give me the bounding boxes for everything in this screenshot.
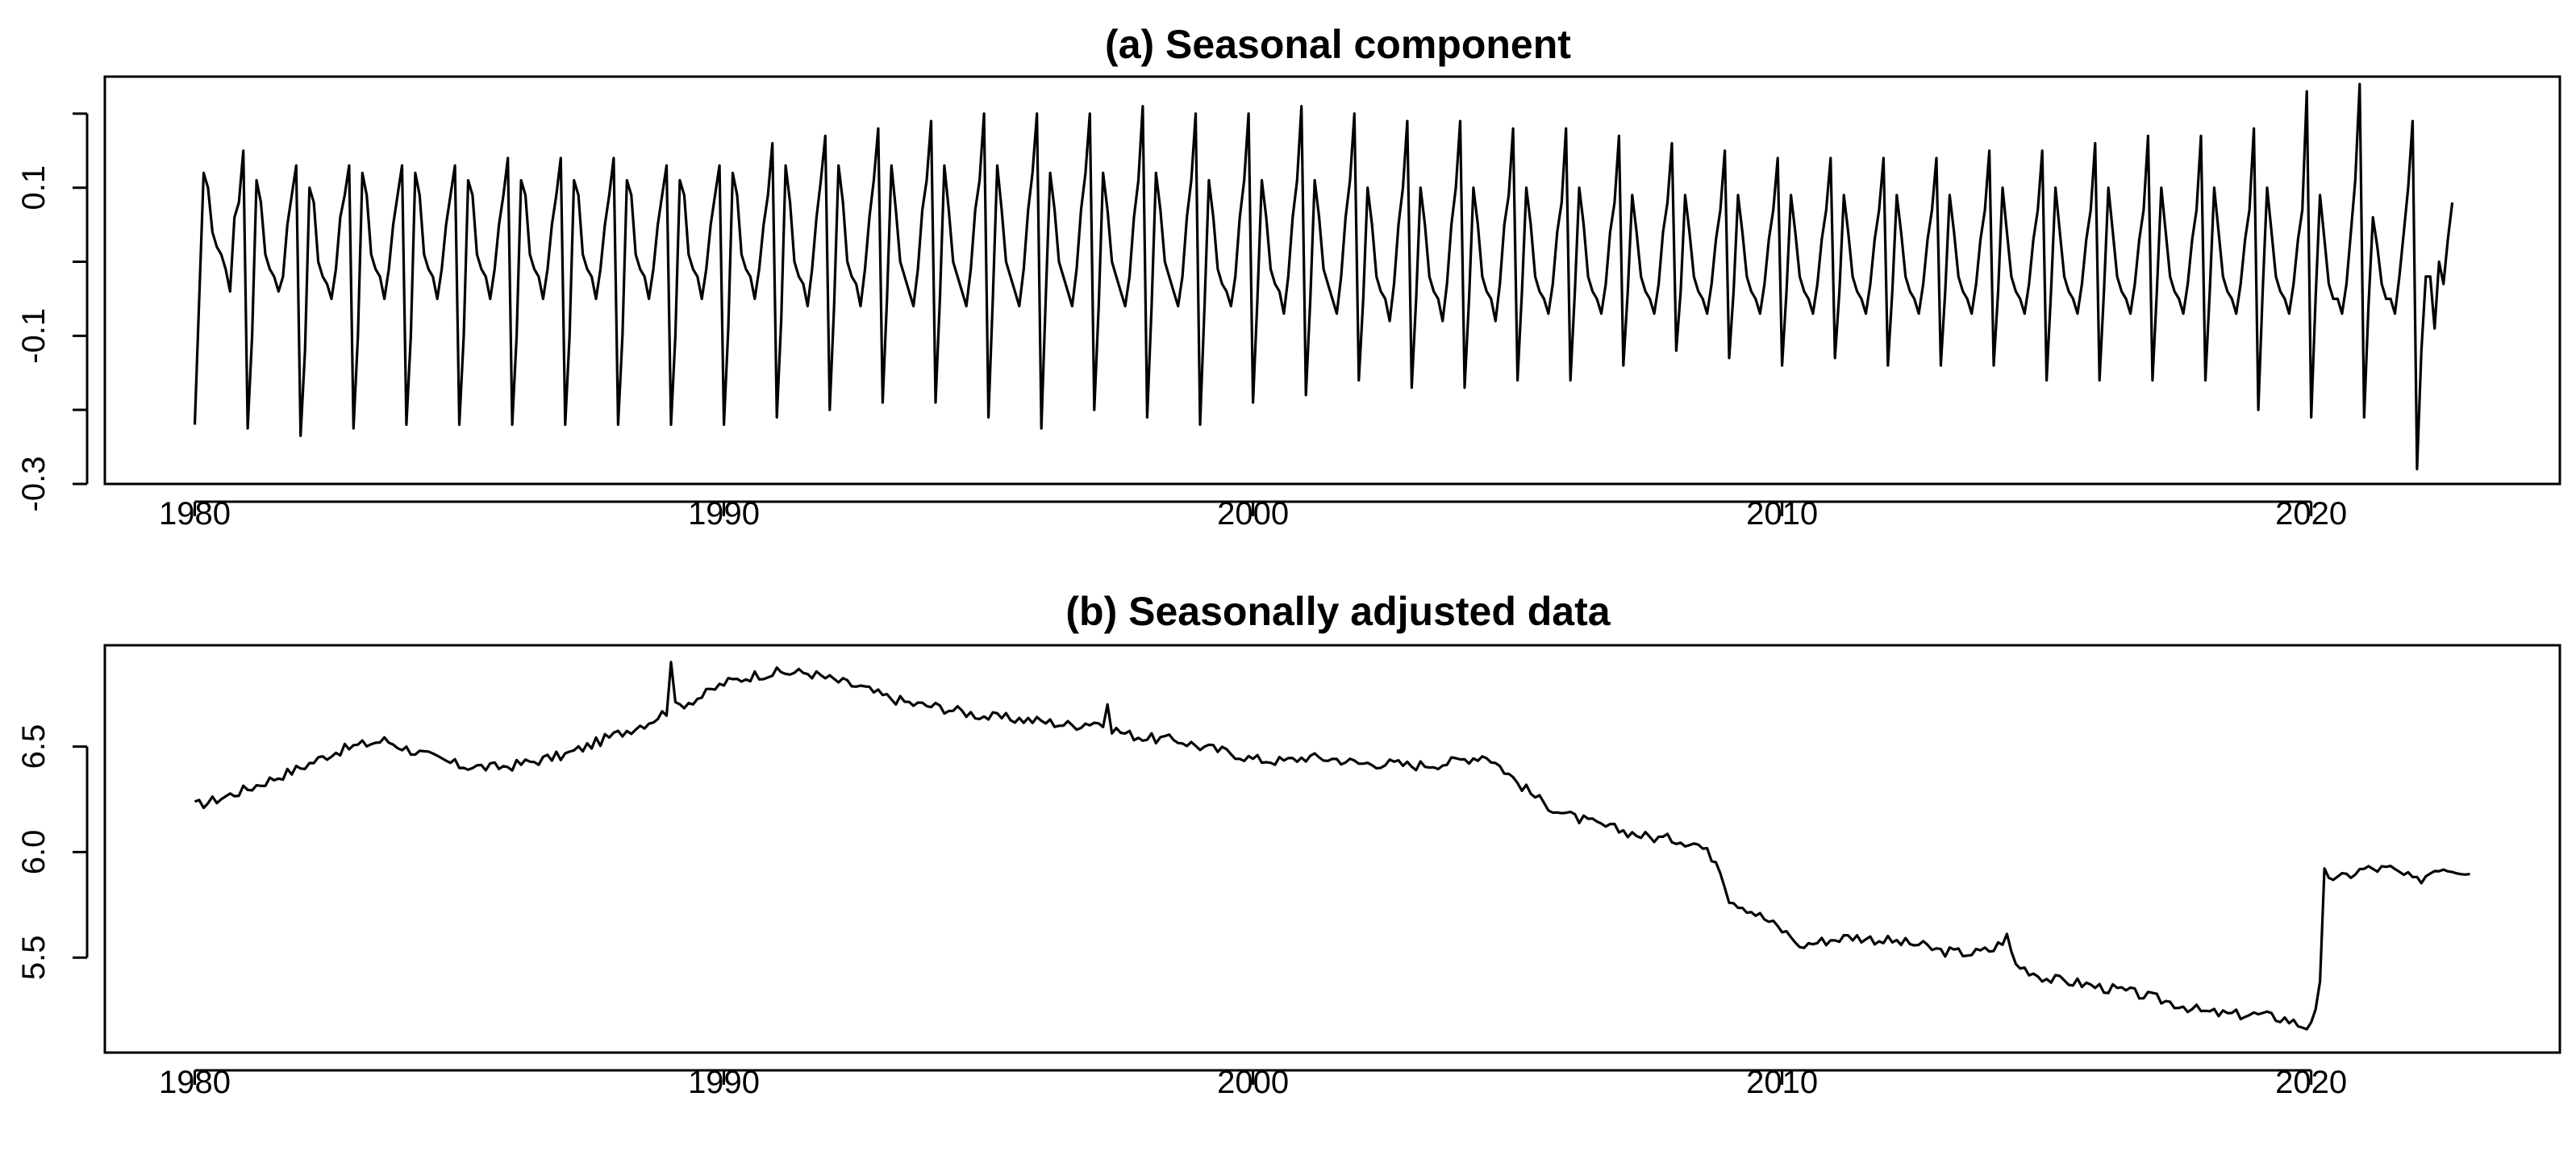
seasonal-component-panel: (a) Seasonal component 1980 1990 2000 2010 2…	[16, 22, 2561, 532]
panel-b-y-axis: 5.5 6.0 6.5	[16, 724, 89, 980]
seasonal-series-line	[193, 82, 2454, 471]
y-tick-label: -0.3	[16, 457, 52, 512]
y-tick-label: 5.5	[16, 935, 52, 980]
x-tick-label: 1990	[688, 496, 760, 532]
panel-a-frame	[103, 75, 2561, 486]
panel-a-y-axis: -0.3 -0.1 0.1	[16, 112, 89, 512]
seasonally-adjusted-panel: (b) Seasonally adjusted data 1980 1990 200…	[16, 589, 2561, 1100]
x-tick-label: 1990	[688, 1065, 760, 1100]
x-tick-label: 1980	[159, 1065, 231, 1100]
y-tick-label: -0.1	[16, 308, 52, 364]
seasonally-adjusted-series-line	[194, 661, 2470, 1031]
panel-b-x-axis: 1980 1990 2000 2010 2020	[159, 1065, 2347, 1100]
x-tick-label: 2000	[1217, 496, 1289, 532]
panel-a-title: (a) Seasonal component	[1105, 22, 1571, 67]
panel-a-x-axis: 1980 1990 2000 2010 2020	[159, 496, 2347, 532]
panel-b-title: (b) Seasonally adjusted data	[1065, 589, 1611, 634]
x-tick-label: 2020	[2275, 496, 2347, 532]
x-tick-label: 2010	[1746, 1065, 1818, 1100]
panel-b-frame	[103, 644, 2561, 1054]
x-tick-label: 2000	[1217, 1065, 1289, 1100]
x-tick-label: 2010	[1746, 496, 1818, 532]
y-tick-label: 6.0	[16, 830, 52, 875]
x-tick-label: 1980	[159, 496, 231, 532]
y-tick-label: 6.5	[16, 724, 52, 769]
y-tick-label: 0.1	[16, 165, 52, 211]
x-tick-label: 2020	[2275, 1065, 2347, 1100]
